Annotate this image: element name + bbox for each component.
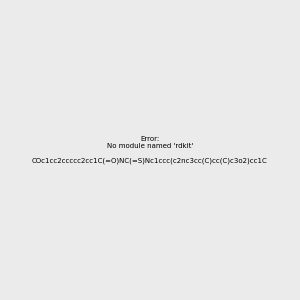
Text: Error:
No module named 'rdkit'

COc1cc2ccccc2cc1C(=O)NC(=S)Nc1ccc(c2nc3cc(C)cc(C: Error: No module named 'rdkit' COc1cc2cc… — [32, 136, 268, 164]
